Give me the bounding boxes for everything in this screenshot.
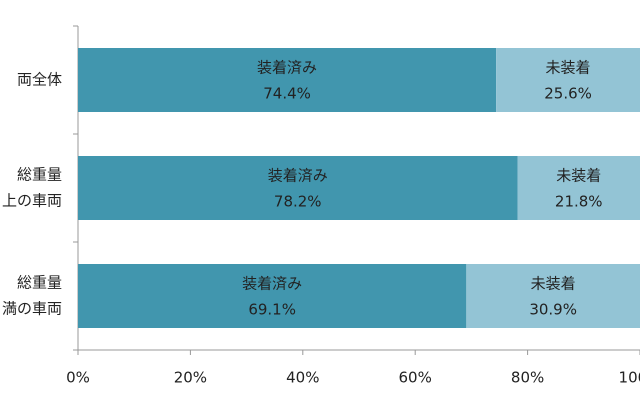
x-tick-label: 100% (619, 369, 640, 387)
data-label: 21.8% (555, 193, 603, 211)
bar-segment (496, 48, 640, 112)
bar-segment (78, 48, 497, 112)
segment-series-label: 装着済み (242, 275, 302, 293)
x-tick-label: 60% (399, 369, 432, 387)
bar-segment (466, 264, 640, 328)
segment-series-label: 未装着 (531, 275, 576, 293)
data-label: 30.9% (529, 301, 577, 319)
category-label: 両全体 (17, 71, 62, 89)
data-label: 78.2% (274, 193, 322, 211)
bar-segment (78, 264, 467, 328)
segment-series-label: 未装着 (546, 59, 591, 77)
x-tick-label: 20% (174, 369, 207, 387)
bar-segment (517, 156, 640, 220)
category-label: 上の車両 (2, 192, 62, 210)
segment-series-label: 未装着 (556, 167, 601, 185)
x-tick-label: 40% (286, 369, 319, 387)
segment-series-label: 装着済み (268, 167, 328, 185)
data-label: 25.6% (544, 85, 592, 103)
category-label: 満の車両 (2, 300, 62, 318)
data-label: 69.1% (248, 301, 296, 319)
bar-segment (78, 156, 518, 220)
category-label: 総重量 (17, 166, 62, 184)
segment-series-label: 装着済み (257, 59, 317, 77)
x-tick-label: 80% (511, 369, 544, 387)
data-label: 74.4% (263, 85, 311, 103)
category-label: 総重量 (17, 274, 62, 292)
x-tick-label: 0% (66, 369, 90, 387)
